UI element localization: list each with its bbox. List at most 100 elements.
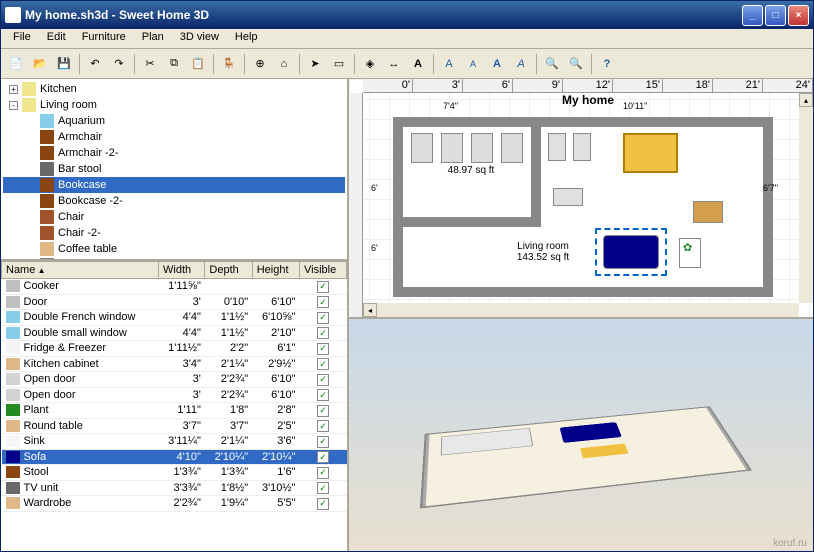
visible-checkbox[interactable]: ✓ — [317, 420, 329, 432]
visible-checkbox[interactable]: ✓ — [317, 451, 329, 463]
toolbar: 📄 📂 💾 ↶ ↷ ✂ ⧉ 📋 🪑 ⊕ ⌂ ➤ ▭ ◈ ↔ A A A A A … — [1, 49, 813, 79]
furniture-icon — [6, 327, 20, 339]
tree-item[interactable]: Armchair — [3, 129, 345, 145]
tree-item-label: Chair — [58, 211, 84, 223]
cut-icon[interactable]: ✂ — [139, 53, 161, 75]
tree-item[interactable]: +Kitchen — [3, 81, 345, 97]
tree-item[interactable]: Bar stool — [3, 161, 345, 177]
import-icon[interactable]: ⊕ — [249, 53, 271, 75]
visible-checkbox[interactable]: ✓ — [317, 358, 329, 370]
zoom-out-icon[interactable]: 🔍 — [565, 53, 587, 75]
table-row[interactable]: Double small window4'4"1'1½"2'10"✓ — [2, 325, 347, 341]
furniture-icon — [22, 82, 36, 96]
tree-item-label: Living room — [40, 99, 97, 111]
furniture-tree[interactable]: +Kitchen - Living room AquariumArmchairArmc… — [1, 79, 347, 261]
visible-checkbox[interactable]: ✓ — [317, 498, 329, 510]
left-pane: +Kitchen - Living room AquariumArmchairArmc… — [1, 79, 349, 551]
visible-checkbox[interactable]: ✓ — [317, 482, 329, 494]
visible-checkbox[interactable]: ✓ — [317, 296, 329, 308]
text-bold-icon[interactable]: A — [486, 53, 508, 75]
menu-3d-view[interactable]: 3D view — [172, 29, 227, 48]
wall-icon[interactable]: ▭ — [328, 53, 350, 75]
table-row[interactable]: Open door3'2'2¾"6'10"✓ — [2, 387, 347, 403]
text-italic-icon[interactable]: A — [510, 53, 532, 75]
furniture-icon — [40, 162, 54, 176]
copy-icon[interactable]: ⧉ — [163, 53, 185, 75]
paste-icon[interactable]: 📋 — [187, 53, 209, 75]
table-row[interactable]: Kitchen cabinet3'4"2'1¼"2'9½"✓ — [2, 356, 347, 372]
text-bigger-icon[interactable]: A — [438, 53, 460, 75]
tree-item-label: Bookcase — [58, 179, 106, 191]
tree-item[interactable]: Aquarium — [3, 113, 345, 129]
menu-furniture[interactable]: Furniture — [74, 29, 134, 48]
column-header[interactable]: Height — [252, 262, 299, 279]
column-header[interactable]: Name — [2, 262, 159, 279]
tree-toggle-icon[interactable]: + — [9, 85, 18, 94]
table-row[interactable]: Sink3'11¼"2'1¼"3'6"✓ — [2, 434, 347, 450]
add-furniture-icon[interactable]: 🪑 — [218, 53, 240, 75]
minimize-button[interactable]: _ — [742, 5, 763, 26]
tree-item[interactable]: Bookcase -2- — [3, 193, 345, 209]
tree-item[interactable]: Chair -2- — [3, 225, 345, 241]
column-header[interactable]: Width — [159, 262, 205, 279]
open-icon[interactable]: 📂 — [29, 53, 51, 75]
table-row[interactable]: Plant1'11"1'8"2'8"✓ — [2, 403, 347, 419]
plan-view[interactable]: 0'3'6'9'12'15'18'21'24' My home — [349, 79, 813, 319]
dimension-label: 6' — [371, 243, 378, 253]
home-icon[interactable]: ⌂ — [273, 53, 295, 75]
text-smaller-icon[interactable]: A — [462, 53, 484, 75]
room-icon[interactable]: ◈ — [359, 53, 381, 75]
maximize-button[interactable]: □ — [765, 5, 786, 26]
dimension-icon[interactable]: ↔ — [383, 53, 405, 75]
visible-checkbox[interactable]: ✓ — [317, 343, 329, 355]
visible-checkbox[interactable]: ✓ — [317, 281, 329, 293]
table-row[interactable]: Stool1'3¾"1'3¾"1'6"✓ — [2, 465, 347, 481]
table-row[interactable]: Cooker1'11⅝"✓ — [2, 279, 347, 295]
plan-scroll-v[interactable]: ▴ — [799, 93, 813, 303]
tree-item[interactable]: Bookcase — [3, 177, 345, 193]
menu-help[interactable]: Help — [227, 29, 266, 48]
table-row[interactable]: Fridge & Freezer1'11½"2'2"6'1"✓ — [2, 341, 347, 357]
visible-checkbox[interactable]: ✓ — [317, 312, 329, 324]
visible-checkbox[interactable]: ✓ — [317, 389, 329, 401]
visible-checkbox[interactable]: ✓ — [317, 436, 329, 448]
visible-checkbox[interactable]: ✓ — [317, 467, 329, 479]
tree-item-label: Bookcase -2- — [58, 195, 123, 207]
menu-file[interactable]: File — [5, 29, 39, 48]
text-icon[interactable]: A — [407, 53, 429, 75]
titlebar[interactable]: My home.sh3d - Sweet Home 3D _ □ × — [1, 1, 813, 29]
table-row[interactable]: Door3'0'10"6'10"✓ — [2, 294, 347, 310]
menu-edit[interactable]: Edit — [39, 29, 74, 48]
column-header[interactable]: Depth — [205, 262, 252, 279]
column-header[interactable]: Visible — [300, 262, 347, 279]
table-row[interactable]: Open door3'2'2¾"6'10"✓ — [2, 372, 347, 388]
visible-checkbox[interactable]: ✓ — [317, 374, 329, 386]
table-row[interactable]: Round table3'7"3'7"2'5"✓ — [2, 418, 347, 434]
furniture-icon — [6, 311, 20, 323]
save-icon[interactable]: 💾 — [53, 53, 75, 75]
tree-item[interactable]: - Living room — [3, 97, 345, 113]
visible-checkbox[interactable]: ✓ — [317, 327, 329, 339]
tree-toggle-icon[interactable]: - — [9, 101, 18, 110]
new-icon[interactable]: 📄 — [5, 53, 27, 75]
table-row[interactable]: Double French window4'4"1'1½"6'10⅝"✓ — [2, 310, 347, 326]
tree-item[interactable]: Chair — [3, 209, 345, 225]
tree-item[interactable]: Armchair -2- — [3, 145, 345, 161]
table-row[interactable]: Sofa4'10"2'10¼"2'10¼"✓ — [2, 449, 347, 465]
select-icon[interactable]: ➤ — [304, 53, 326, 75]
table-row[interactable]: TV unit3'3¾"1'8½"3'10½"✓ — [2, 480, 347, 496]
tree-item[interactable]: Coffee table — [3, 241, 345, 257]
furniture-icon — [6, 342, 20, 354]
view-3d[interactable]: koruf.ru — [349, 319, 813, 551]
menu-plan[interactable]: Plan — [134, 29, 172, 48]
undo-icon[interactable]: ↶ — [84, 53, 106, 75]
furniture-icon — [6, 435, 20, 447]
zoom-in-icon[interactable]: 🔍 — [541, 53, 563, 75]
table-row[interactable]: Wardrobe2'2¾"1'9¼"5'5"✓ — [2, 496, 347, 512]
redo-icon[interactable]: ↷ — [108, 53, 130, 75]
plan-scroll-h[interactable]: ◂ — [363, 303, 799, 317]
help-icon[interactable]: ? — [596, 53, 618, 75]
furniture-table[interactable]: NameWidthDepthHeightVisibleCooker1'11⅝"✓… — [1, 261, 347, 551]
close-button[interactable]: × — [788, 5, 809, 26]
visible-checkbox[interactable]: ✓ — [317, 405, 329, 417]
